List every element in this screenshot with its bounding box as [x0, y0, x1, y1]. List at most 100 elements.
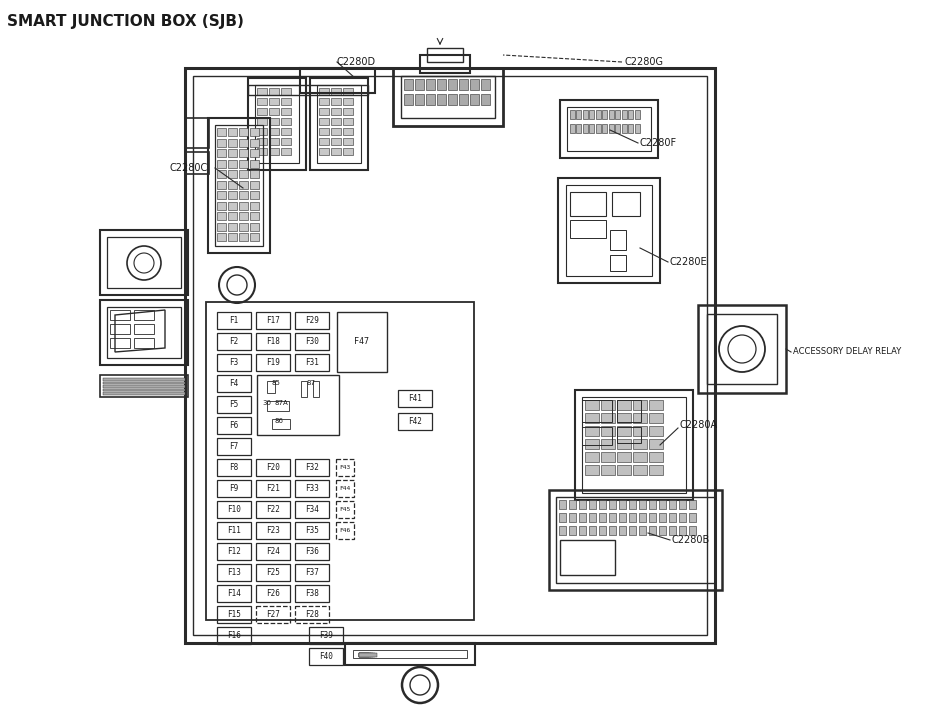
Bar — [678, 500, 685, 509]
Bar — [217, 149, 226, 157]
Bar — [649, 465, 663, 475]
Text: 30: 30 — [262, 400, 271, 406]
Bar — [632, 452, 646, 462]
Bar — [238, 201, 248, 209]
Bar — [697, 305, 785, 393]
Bar — [330, 138, 341, 145]
Bar — [310, 78, 367, 170]
Bar — [257, 128, 266, 135]
Bar — [280, 98, 290, 105]
Bar — [600, 439, 614, 449]
Bar — [295, 585, 329, 602]
Text: F20: F20 — [265, 463, 279, 472]
Bar — [330, 98, 341, 105]
Bar — [668, 500, 676, 509]
Bar — [330, 128, 341, 135]
Bar — [227, 138, 237, 146]
Bar — [238, 181, 248, 189]
Bar — [186, 152, 209, 174]
Bar — [600, 400, 614, 410]
Bar — [250, 233, 259, 241]
Bar — [269, 88, 278, 95]
Bar — [616, 452, 630, 462]
Bar — [560, 100, 657, 158]
Bar — [107, 237, 181, 288]
Bar — [600, 413, 614, 423]
Bar — [560, 540, 614, 575]
Bar — [638, 526, 645, 535]
Bar — [217, 459, 251, 476]
Bar — [470, 94, 479, 105]
Bar — [134, 310, 154, 320]
Text: C2280G: C2280G — [625, 57, 664, 67]
Bar — [217, 585, 251, 602]
Bar — [548, 490, 721, 590]
Text: F5: F5 — [229, 400, 238, 409]
Bar — [330, 88, 341, 95]
Bar — [250, 222, 259, 230]
Bar — [269, 108, 278, 115]
Bar — [186, 118, 209, 148]
Bar — [280, 128, 290, 135]
Bar — [295, 312, 329, 329]
Bar — [336, 459, 354, 476]
Bar — [678, 526, 685, 535]
Bar — [250, 128, 259, 136]
Text: C2280B: C2280B — [671, 535, 710, 545]
Bar — [612, 192, 639, 216]
Bar — [342, 88, 353, 95]
Bar — [272, 419, 290, 429]
Bar — [269, 148, 278, 155]
Bar — [658, 500, 665, 509]
Bar — [257, 118, 266, 125]
Bar — [404, 94, 413, 105]
Text: 87A: 87A — [275, 400, 289, 406]
Bar — [257, 98, 266, 105]
Bar — [336, 501, 354, 518]
Bar — [100, 230, 187, 295]
Bar — [103, 392, 185, 394]
Text: F2: F2 — [229, 337, 238, 346]
Bar — [217, 375, 251, 392]
Bar — [585, 452, 599, 462]
Bar — [280, 88, 290, 95]
Bar — [295, 606, 329, 623]
Bar — [318, 138, 329, 145]
Bar — [638, 513, 645, 522]
Bar — [313, 381, 318, 397]
Bar — [615, 110, 620, 119]
Text: 85: 85 — [272, 380, 280, 386]
Bar — [269, 128, 278, 135]
Bar — [342, 128, 353, 135]
Text: F26: F26 — [265, 589, 279, 598]
Bar — [280, 108, 290, 115]
Bar — [248, 85, 367, 95]
Bar — [103, 378, 185, 381]
Bar — [217, 212, 226, 220]
Text: F27: F27 — [265, 610, 279, 619]
Bar — [250, 191, 259, 199]
Text: F37: F37 — [304, 568, 318, 577]
Bar — [427, 48, 462, 62]
Text: F29: F29 — [304, 316, 318, 325]
Bar — [295, 522, 329, 539]
Text: F43: F43 — [339, 465, 350, 470]
Bar — [227, 128, 237, 136]
Bar — [250, 181, 259, 189]
Bar — [610, 230, 625, 250]
Bar — [583, 110, 587, 119]
Bar — [227, 212, 237, 220]
Bar — [628, 526, 636, 535]
Text: F19: F19 — [265, 358, 279, 367]
Bar — [250, 212, 259, 220]
Bar — [622, 110, 626, 119]
Bar — [599, 500, 605, 509]
Text: F32: F32 — [304, 463, 318, 472]
Bar — [309, 648, 342, 665]
Bar — [257, 375, 339, 435]
Bar — [447, 79, 457, 90]
Bar — [658, 526, 665, 535]
Bar — [583, 124, 587, 133]
Bar — [616, 400, 640, 422]
Text: F16: F16 — [226, 631, 240, 640]
